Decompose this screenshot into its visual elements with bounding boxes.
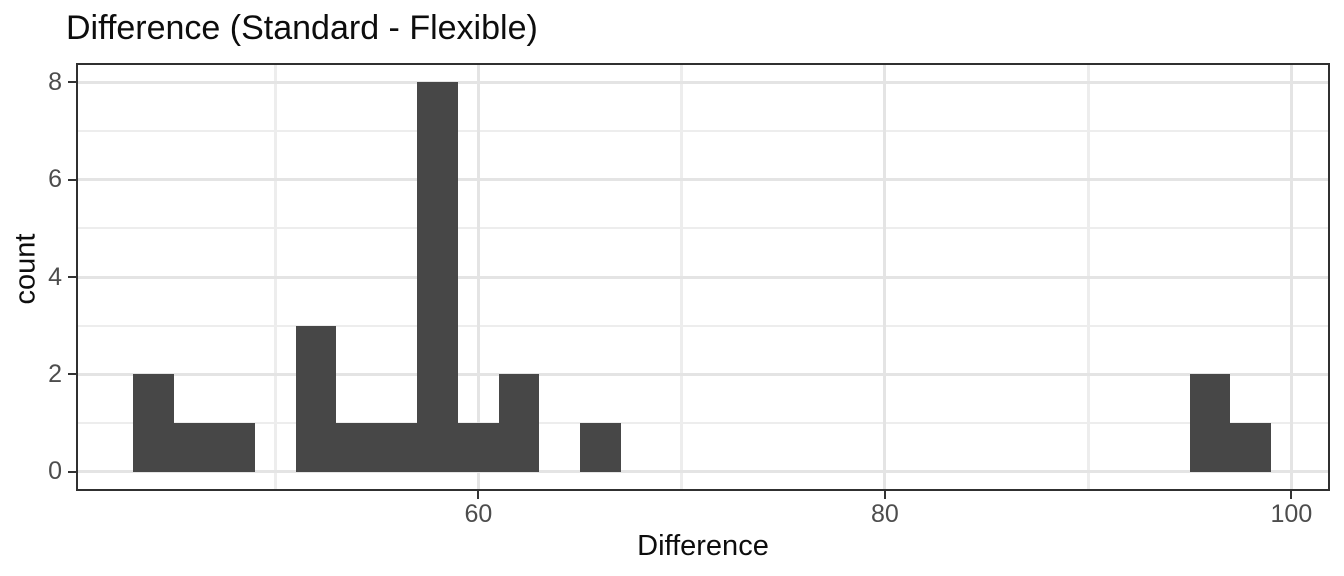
x-tick-mark bbox=[477, 491, 480, 499]
gridline-y-minor bbox=[76, 421, 1330, 424]
histogram-bar bbox=[580, 422, 621, 472]
histogram-bar bbox=[336, 422, 377, 472]
histogram-bar bbox=[458, 422, 499, 472]
y-tick-mark bbox=[68, 373, 76, 376]
histogram-bar bbox=[376, 422, 418, 472]
histogram-bar bbox=[1230, 422, 1272, 472]
histogram-bar bbox=[417, 82, 459, 472]
chart-title: Difference (Standard - Flexible) bbox=[66, 9, 538, 47]
y-tick-mark bbox=[68, 276, 76, 278]
x-tick-label: 80 bbox=[870, 500, 899, 528]
histogram-bar bbox=[295, 325, 337, 472]
y-tick-label: 4 bbox=[48, 262, 62, 291]
gridline-y-major bbox=[76, 80, 1330, 84]
y-tick-mark bbox=[68, 81, 76, 84]
gridline-y-major bbox=[76, 372, 1330, 376]
histogram-bar bbox=[1189, 374, 1231, 472]
x-tick-mark bbox=[883, 491, 886, 499]
y-tick-mark bbox=[68, 178, 76, 181]
y-tick-label: 0 bbox=[48, 457, 62, 486]
histogram-bar bbox=[498, 374, 540, 472]
gridline-y-major bbox=[76, 275, 1330, 279]
y-tick-label: 6 bbox=[48, 165, 62, 194]
plot-panel bbox=[76, 63, 1330, 491]
y-tick-mark bbox=[68, 470, 76, 473]
y-tick-label: 2 bbox=[48, 359, 62, 388]
gridline-y-minor bbox=[76, 324, 1330, 327]
gridline-x-major bbox=[476, 63, 480, 491]
gridline-x-major bbox=[883, 63, 887, 491]
gridline-x-major bbox=[1289, 63, 1293, 491]
gridline-y-minor bbox=[76, 130, 1330, 133]
gridline-y-major bbox=[76, 470, 1330, 474]
y-tick-label: 8 bbox=[48, 67, 62, 96]
histogram-bar bbox=[173, 422, 215, 472]
x-tick-label: 60 bbox=[464, 500, 493, 528]
x-tick-mark bbox=[1290, 491, 1293, 499]
histogram-bar bbox=[214, 422, 255, 472]
gridline-y-major bbox=[76, 178, 1330, 182]
x-tick-label: 100 bbox=[1270, 500, 1313, 528]
gridline-y-minor bbox=[76, 227, 1330, 230]
histogram-bar bbox=[132, 374, 174, 472]
x-axis-title: Difference bbox=[637, 530, 769, 562]
